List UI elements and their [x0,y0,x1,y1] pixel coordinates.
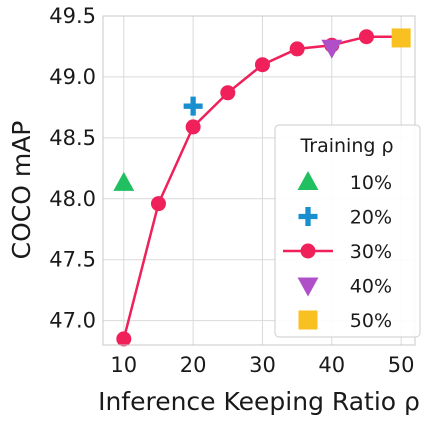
y-tick-label: 49.0 [49,65,96,89]
data-point [358,29,374,45]
y-tick-label: 47.5 [49,248,96,272]
legend-item: 40% [297,276,392,298]
series [113,28,411,347]
series-20-pct [183,96,203,116]
legend-label: 30% [350,241,392,263]
y-tick-label: 48.0 [49,187,96,211]
data-point [116,331,132,347]
legend-item: 20% [298,207,392,229]
series-10-pct [113,171,135,191]
data-point [183,96,203,116]
x-tick-label: 30 [249,353,276,377]
y-axis-label: COCO mAP [7,121,36,260]
y-tick-label: 48.5 [49,126,96,150]
data-point [391,28,411,48]
series-40-pct [321,39,343,59]
data-point [185,119,201,135]
legend-label: 40% [350,276,392,298]
data-point [289,41,305,57]
y-tick-label: 47.0 [49,309,96,333]
data-point [113,171,135,191]
x-tick-label: 50 [388,353,415,377]
data-point [150,196,166,212]
data-point [254,57,270,73]
legend-marker [297,277,319,297]
ticks: 10 20 30 40 50 47.0 47.5 48.0 48.5 49.0 49.5 [49,4,414,377]
legend-item: 10% [297,170,392,194]
legend-marker [298,207,318,226]
legend: Training ρ 10% 20% 30% 40% 50% [274,124,421,338]
data-point [220,85,236,101]
x-axis-label: Inference Keeping Ratio ρ [98,387,420,416]
y-tick-label: 49.5 [49,4,96,28]
legend-marker [298,310,318,330]
series-50-pct [391,28,411,48]
x-tick-label: 40 [318,353,345,377]
legend-label: 20% [350,207,392,229]
legend-label: 50% [350,310,392,332]
legend-marker [300,243,316,259]
data-point [321,39,343,59]
legend-item: 30% [283,241,392,263]
legend-item: 50% [298,310,392,332]
legend-label: 10% [350,172,392,194]
legend-marker [297,170,319,190]
x-tick-label: 20 [180,353,207,377]
x-tick-label: 10 [110,353,137,377]
legend-title: Training ρ [299,135,393,157]
legend-items: 10% 20% 30% 40% 50% [283,170,392,332]
